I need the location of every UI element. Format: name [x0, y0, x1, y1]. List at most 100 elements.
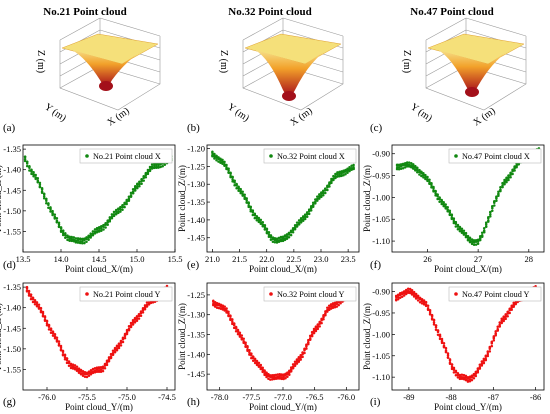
data-point: [253, 216, 257, 220]
data-point: [227, 167, 230, 170]
data-point: [450, 363, 454, 366]
data-point: [106, 223, 109, 226]
data-point: [81, 242, 84, 245]
data-point: [350, 164, 353, 168]
data-point: [133, 316, 137, 320]
data-point: [27, 292, 31, 295]
data-point: [251, 359, 255, 363]
data-point: [508, 307, 511, 310]
data-point: [414, 292, 418, 296]
data-point: [242, 337, 245, 341]
data-point: [215, 302, 219, 305]
data-point: [244, 341, 247, 344]
data-point: [410, 289, 414, 292]
data-point: [470, 238, 474, 241]
data-point: [278, 374, 282, 378]
data-point: [454, 220, 458, 224]
data-point: [401, 162, 405, 166]
data-point: [278, 373, 282, 376]
data-point: [332, 174, 335, 178]
data-point: [105, 363, 109, 367]
data-point: [492, 339, 496, 342]
data-point: [219, 157, 222, 161]
data-point: [446, 206, 449, 209]
data-point: [250, 352, 253, 355]
data-point: [450, 216, 454, 220]
data-point: [307, 340, 310, 344]
data-point: [45, 319, 49, 323]
data-point: [474, 370, 478, 374]
y-axis-label: Point cloud_Z/(m): [362, 303, 372, 370]
y-tick-label: -0.90: [372, 149, 390, 159]
data-point: [408, 290, 412, 293]
data-point: [117, 207, 120, 210]
data-point: [330, 179, 333, 183]
data-point: [420, 302, 424, 305]
x-axis-label: Point cloud_Y/(m): [65, 402, 133, 412]
data-point: [458, 373, 462, 377]
chart-panel-i: -89 -88 -87 -86-0.90-0.95-1.00-1.05-1.10Poi…: [362, 282, 545, 412]
data-point: [293, 225, 297, 229]
data-point: [241, 192, 244, 196]
legend-marker: [269, 292, 273, 296]
x-axis-label: Point cloud_Y/(m): [249, 402, 317, 412]
data-point: [305, 347, 308, 350]
data-point: [138, 182, 141, 186]
data-point: [295, 358, 299, 361]
data-point: [476, 242, 480, 245]
data-point: [153, 164, 156, 167]
legend-marker: [85, 292, 89, 296]
data-point: [125, 198, 128, 202]
data-point: [25, 160, 29, 163]
data-point: [418, 296, 422, 300]
data-point: [430, 313, 434, 317]
data-point: [49, 210, 52, 213]
data-point: [146, 168, 150, 172]
data-point: [513, 165, 516, 168]
data-point: [121, 204, 124, 207]
data-point: [136, 182, 139, 185]
y-tick-label: -1.50: [3, 206, 21, 216]
data-point: [100, 229, 103, 233]
data-point: [114, 208, 118, 212]
data-point: [255, 361, 259, 365]
data-point: [85, 375, 89, 379]
data-point: [405, 163, 409, 166]
x-tick-label: 21.5: [232, 254, 247, 264]
data-point: [71, 363, 75, 366]
data-point: [514, 301, 517, 304]
data-point: [245, 197, 248, 200]
data-point: [301, 351, 304, 354]
data-point: [102, 228, 105, 231]
data-point: [93, 367, 97, 370]
data-point: [408, 287, 412, 291]
data-point: [79, 368, 83, 372]
data-point: [53, 213, 57, 216]
data-point: [324, 312, 327, 315]
data-point: [31, 300, 35, 304]
data-point: [87, 234, 90, 237]
data-point: [472, 377, 476, 380]
data-point: [33, 303, 37, 306]
data-point: [414, 295, 418, 298]
data-point: [486, 354, 490, 358]
data-point: [240, 336, 244, 340]
data-point: [452, 221, 456, 225]
legend: No.21 Point cloud X: [79, 148, 173, 164]
data-point: [61, 233, 65, 237]
data-point: [29, 293, 33, 296]
data-point: [81, 237, 84, 241]
data-point: [434, 194, 437, 197]
data-point: [61, 349, 65, 353]
data-point: [244, 345, 247, 348]
y-axis-label: Point cloud_Z/(m): [362, 165, 372, 232]
data-point: [305, 343, 308, 346]
data-point: [100, 225, 103, 228]
data-point: [289, 366, 293, 369]
data-point: [334, 174, 337, 178]
data-point: [70, 237, 73, 241]
data-point: [51, 330, 55, 333]
data-point: [31, 296, 35, 299]
legend-label: No.21 Point cloud Y: [93, 290, 161, 299]
data-point: [233, 183, 236, 187]
